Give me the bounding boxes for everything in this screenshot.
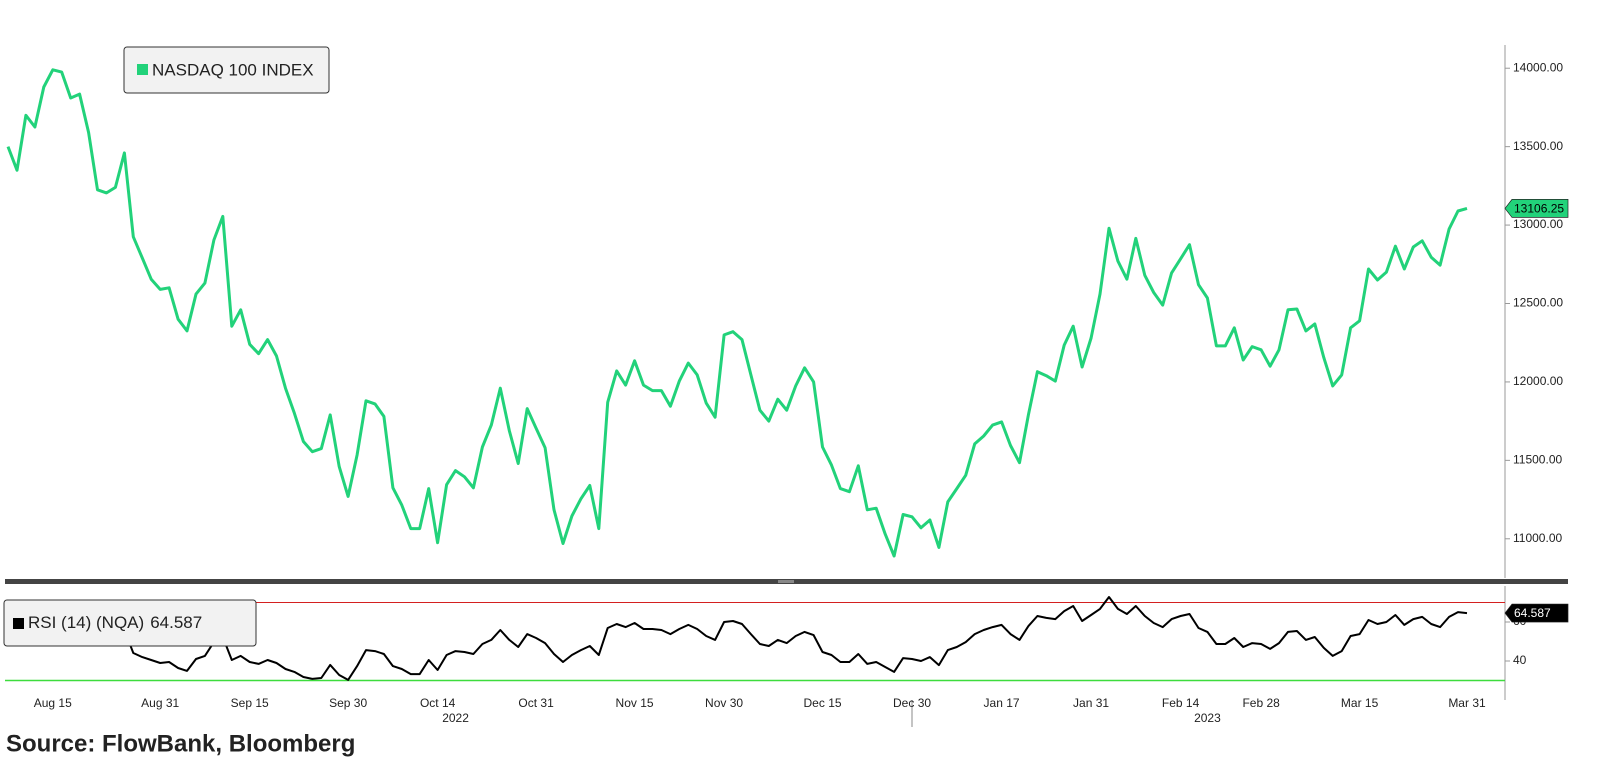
legend-swatch	[137, 64, 148, 75]
x-tick-label: Sep 30	[329, 696, 367, 710]
year-label: 2023	[1194, 711, 1221, 725]
x-tick-label: Nov 15	[616, 696, 654, 710]
series-line	[7, 596, 1468, 681]
x-tick-label: Aug 31	[141, 696, 179, 710]
year-label: 2022	[442, 711, 469, 725]
source: Source: FlowBank, Bloomberg	[6, 730, 355, 757]
legend-value: 64.587	[150, 613, 202, 632]
x-tick-label: Aug 15	[34, 696, 72, 710]
x-tick-label: Jan 17	[984, 696, 1020, 710]
x-tick-label: Oct 14	[420, 696, 456, 710]
y-tick-label: 12000.00	[1513, 374, 1563, 388]
last-value-tag	[1504, 199, 1569, 218]
x-tick-label: Dec 30	[893, 696, 931, 710]
y-tick-label: 12500.00	[1513, 296, 1563, 310]
x-tick-label: Oct 31	[518, 696, 554, 710]
y-tick-label: 40	[1513, 653, 1527, 667]
x-tick-label: Mar 15	[1341, 696, 1379, 710]
legend-label: RSI (14) (NQA) 64.587	[28, 613, 202, 632]
legend-swatch	[13, 618, 24, 629]
legend-name: RSI (14) (NQA)	[28, 613, 144, 632]
x-tick-label: Dec 15	[804, 696, 842, 710]
last-value-tag	[1504, 603, 1569, 623]
y-tick-label: 11500.00	[1513, 453, 1562, 467]
x-tick-label: Sep 15	[231, 696, 269, 710]
x-tick-label: Nov 30	[705, 696, 743, 710]
legend-box	[123, 46, 330, 94]
x-tick-label: Jan 31	[1073, 696, 1109, 710]
legend-box	[3, 599, 257, 647]
y-tick-label: 13000.00	[1513, 217, 1563, 231]
y-tick-label: 14000.00	[1513, 60, 1563, 74]
last-value-label: 13106.25	[1514, 202, 1564, 216]
x-tick-label: Feb 28	[1242, 696, 1280, 710]
x-tick-label: Mar 31	[1448, 696, 1486, 710]
x-tick-label: Feb 14	[1162, 696, 1200, 710]
legend-label: NASDAQ 100 INDEX	[152, 60, 314, 79]
last-value-label: 64.587	[1514, 606, 1551, 620]
separator-handle	[778, 580, 794, 583]
series-line	[6, 68, 1468, 558]
y-tick-label: 13500.00	[1513, 139, 1563, 153]
y-tick-label: 11000.00	[1513, 531, 1562, 545]
